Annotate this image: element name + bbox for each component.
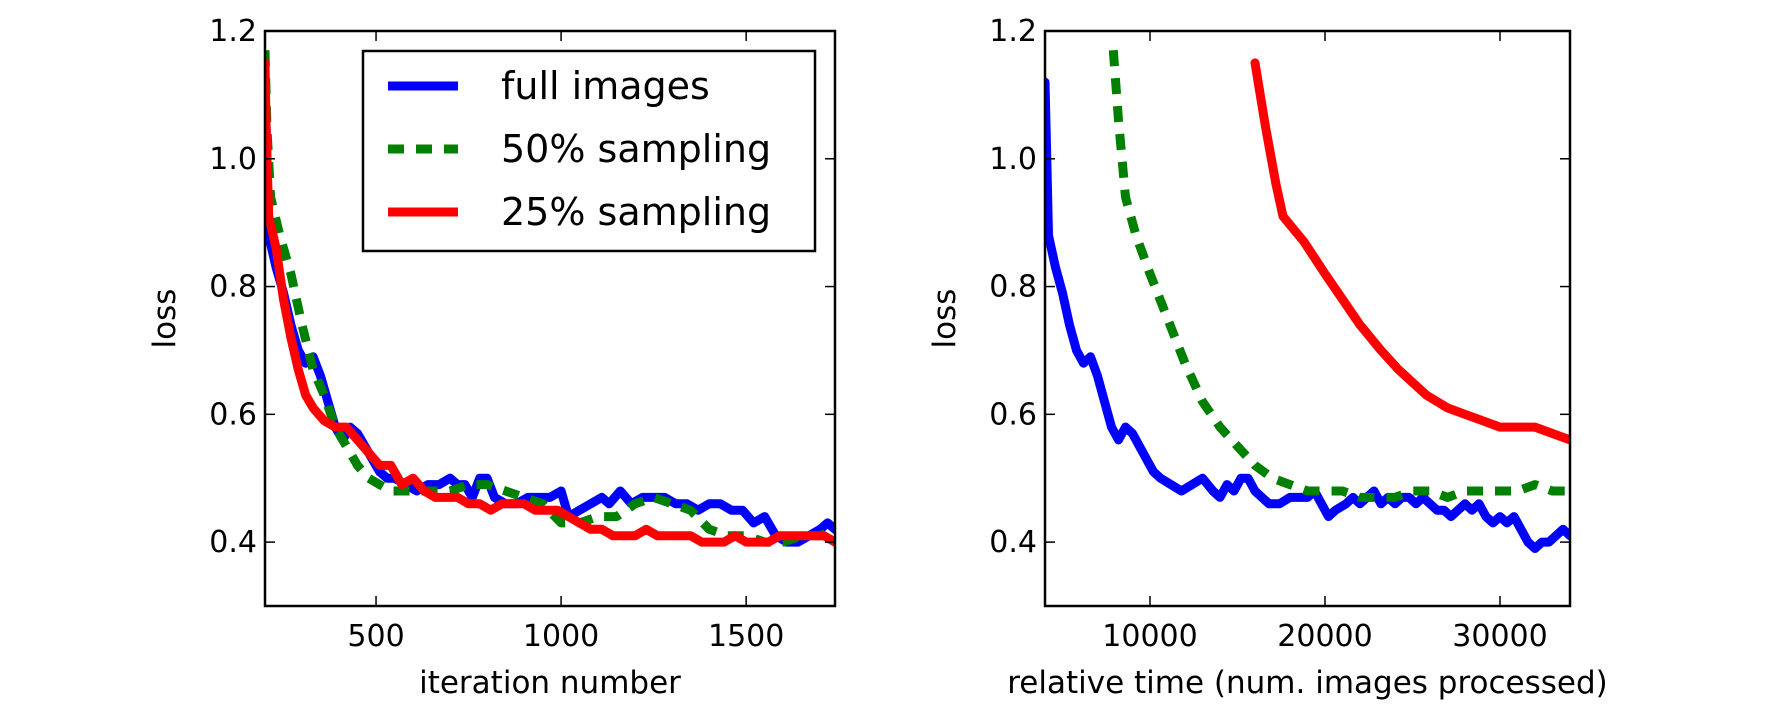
y-tick-label: 0.8 (989, 270, 1037, 305)
y-tick-label: 1.0 (209, 142, 257, 177)
x-tick-label: 1000 (523, 619, 599, 654)
plot-area (265, 50, 835, 547)
y-tick-label: 0.8 (209, 270, 257, 305)
left-chart: 500 1000 1500 0.4 0.6 0.8 1.0 1.2 iteration numb… (147, 14, 837, 701)
y-axis-label: loss (147, 289, 183, 349)
x-tick-label: 1500 (708, 619, 784, 654)
y-tick-label: 1.0 (989, 142, 1037, 177)
series-line-full-images (1045, 77, 1570, 553)
legend: full images 50% sampling 25% sampling (361, 49, 817, 253)
x-tick-label: 500 (347, 619, 404, 654)
legend-label-fifty-percent-sampling: 50% sampling (501, 127, 771, 171)
series-line-twenty-five-percent-sampling (1250, 58, 1570, 445)
y-tick-label: 0.6 (989, 397, 1037, 432)
y-axis-label: loss (927, 289, 963, 349)
x-axis-label: iteration number (419, 665, 681, 701)
x-tick-label: 10000 (1102, 619, 1197, 654)
x-tick-label: 30000 (1452, 619, 1547, 654)
y-tick-label: 0.6 (209, 397, 257, 432)
y-tick-label: 0.4 (209, 525, 257, 560)
axes-frame (1043, 29, 1572, 608)
legend-label-twenty-five-percent-sampling: 25% sampling (501, 190, 771, 234)
legend-label-full-images: full images (501, 64, 710, 108)
y-tick-label: 0.4 (989, 525, 1037, 560)
x-tick-label: 20000 (1277, 619, 1372, 654)
axes-frame (263, 29, 837, 608)
x-axis-label: relative time (num. images processed) (1007, 665, 1608, 701)
series-line-twenty-five-percent-sampling (265, 58, 835, 547)
y-tick-label: 1.2 (989, 14, 1037, 49)
right-chart: 10000 20000 30000 0.4 0.6 0.8 1.0 1.2 relative t… (927, 14, 1608, 701)
series-line-fifty-percent-sampling (265, 50, 835, 547)
y-tick-label: 1.2 (209, 14, 257, 49)
plot-area (1045, 49, 1570, 553)
series-line-fifty-percent-sampling (1108, 49, 1570, 502)
